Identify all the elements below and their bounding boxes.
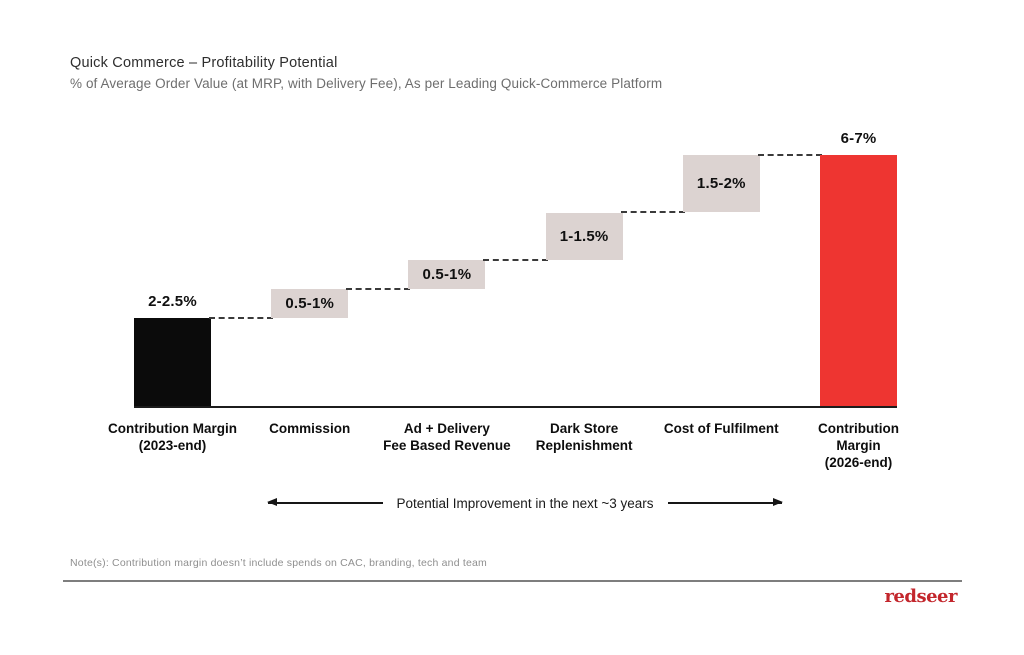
logo-redseer: redseer: [884, 586, 957, 607]
bar-value-label: 1.5-2%: [696, 175, 746, 193]
left-arrow-icon: [267, 499, 383, 506]
annotation-text: Potential Improvement in the next ~3 yea…: [396, 495, 654, 511]
connector-line: [483, 259, 548, 262]
category-label-line: Replenishment: [535, 438, 633, 453]
category-label-line: Cost of Fulfilment: [663, 421, 779, 436]
waterfall-bar-ad-delivery-fee-revenue: 0.5-1%: [408, 260, 486, 290]
waterfall-bar-commission: 0.5-1%: [271, 289, 349, 318]
bar-value-label: 0.5-1%: [285, 295, 335, 312]
category-label-contribution-margin-2023: Contribution Margin (2023-end): [93, 420, 253, 454]
bar-value-label: 1-1.5%: [559, 227, 609, 245]
category-label-line: Contribution: [818, 421, 899, 436]
waterfall-bar-cost-of-fulfilment: 1.5-2%: [682, 155, 760, 213]
bar-value-label: 0.5-1%: [422, 266, 472, 284]
footnote: Note(s): Contribution margin doesn’t inc…: [70, 557, 487, 569]
category-label-ad-delivery-fee-revenue: Ad + Delivery Fee Based Revenue: [367, 420, 527, 454]
category-label-line: Margin: [836, 438, 881, 453]
x-axis-line: [134, 406, 897, 408]
bar-value-label: 6-7%: [840, 130, 877, 147]
chart-title: Quick Commerce – Profitability Potential: [70, 55, 338, 71]
connector-line: [346, 288, 411, 291]
category-labels: Contribution Margin (2023-end) Commission A…: [108, 420, 899, 482]
right-arrow-icon: [667, 499, 783, 506]
waterfall-plot: 2-2.5% 0.5-1% 0.5-1% 1-1.5% 1.5-2% 6-7%: [134, 130, 897, 408]
category-label-cost-of-fulfilment: Cost of Fulfilment: [641, 420, 801, 437]
connector-line: [757, 154, 822, 156]
connector-line: [620, 211, 685, 214]
waterfall-bar-contribution-margin-2026: [820, 155, 897, 406]
chart-subtitle: % of Average Order Value (at MRP, with D…: [70, 76, 663, 91]
category-label-contribution-margin-2026: Contribution Margin (2026-end): [779, 420, 939, 471]
category-label-commission: Commission: [230, 420, 390, 437]
connector-line: [209, 316, 274, 319]
category-label-line: (2023-end): [138, 438, 207, 453]
category-label-line: (2026-end): [824, 455, 893, 470]
category-label-dark-store-replenishment: Dark Store Replenishment: [504, 420, 664, 454]
waterfall-bar-dark-store-replenishment: 1-1.5%: [545, 212, 623, 261]
waterfall-bar-contribution-margin-2023: [134, 317, 211, 406]
category-label-line: Contribution Margin: [108, 421, 237, 436]
category-label-line: Commission: [269, 421, 351, 436]
improvement-annotation: Potential Improvement in the next ~3 yea…: [267, 494, 783, 512]
bar-value-label: 2-2.5%: [148, 292, 197, 310]
category-label-line: Fee Based Revenue: [383, 438, 511, 453]
category-label-line: Ad + Delivery: [403, 421, 490, 436]
title-block: Quick Commerce – Profitability Potential…: [70, 55, 662, 91]
footer-divider: [63, 580, 962, 582]
category-label-line: Dark Store: [549, 421, 619, 436]
